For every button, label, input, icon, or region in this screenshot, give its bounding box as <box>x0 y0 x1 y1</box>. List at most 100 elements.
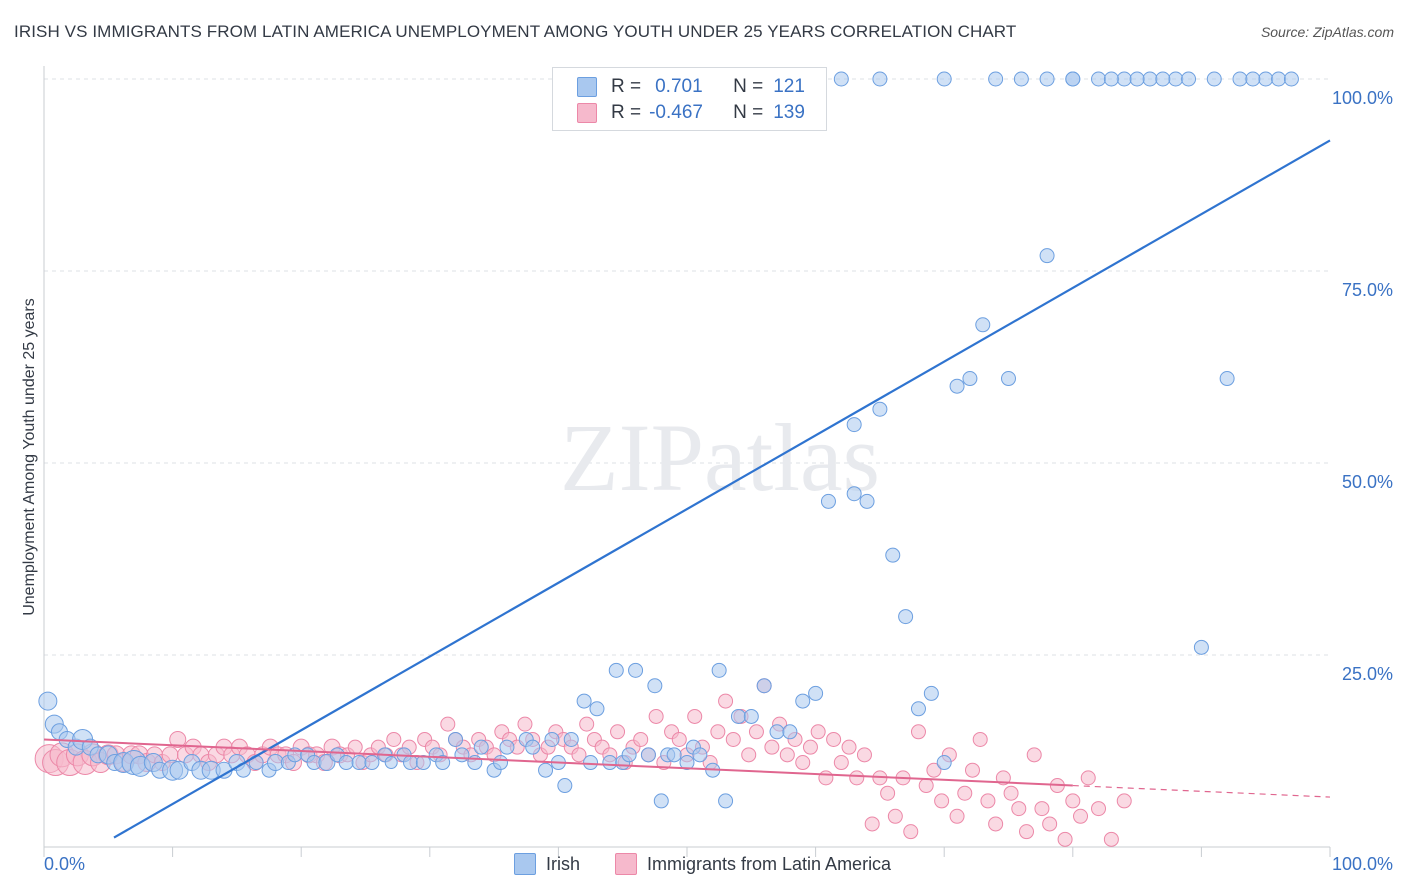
data-point <box>826 731 842 747</box>
data-point <box>1142 71 1158 87</box>
data-point <box>1129 71 1145 87</box>
data-point <box>1245 71 1261 87</box>
data-point <box>864 816 880 832</box>
data-point <box>718 793 734 809</box>
legend-row-latin: R = -0.467 N = 139 <box>577 101 805 125</box>
data-point <box>934 793 950 809</box>
data-point <box>347 739 363 755</box>
data-point <box>880 785 896 801</box>
data-point <box>1206 71 1222 87</box>
data-point <box>859 493 875 509</box>
data-point <box>589 701 605 717</box>
y-axis-label: Unemployment Among Youth under 25 years <box>21 298 38 616</box>
data-point <box>846 486 862 502</box>
data-point <box>972 731 988 747</box>
bottom-latin-label: Immigrants from Latin America <box>647 853 892 874</box>
data-point <box>1219 371 1235 387</box>
correlation-legend: R = 0.701 N = 121 R = -0.467 N = 139 <box>552 67 827 131</box>
data-point <box>743 708 759 724</box>
data-point <box>169 760 189 780</box>
data-point <box>1091 71 1107 87</box>
data-point <box>435 755 451 771</box>
source-label: Source: ZipAtlas.com <box>1260 24 1394 40</box>
bottom-legend-irish: Irish <box>514 851 580 877</box>
data-point <box>833 755 849 771</box>
latin-n-value: 139 <box>773 102 805 123</box>
irish-n-label: N = <box>733 76 764 97</box>
data-point <box>980 793 996 809</box>
data-point <box>579 716 595 732</box>
data-point <box>653 793 669 809</box>
data-point <box>608 662 624 678</box>
watermark: ZIPatlas <box>560 404 880 511</box>
data-point <box>730 708 746 724</box>
data-point <box>1073 808 1089 824</box>
data-point <box>499 739 515 755</box>
irish-n-value: 121 <box>773 76 805 97</box>
data-point <box>517 716 533 732</box>
data-point <box>403 755 419 771</box>
data-point <box>493 755 509 771</box>
data-point <box>887 808 903 824</box>
data-point <box>988 71 1004 87</box>
data-point <box>926 762 942 778</box>
data-point <box>711 662 727 678</box>
data-point <box>741 747 757 763</box>
data-point <box>1013 71 1029 87</box>
data-point <box>610 724 626 740</box>
data-point <box>1258 71 1274 87</box>
data-point <box>748 724 764 740</box>
data-point <box>964 762 980 778</box>
data-point <box>1034 801 1050 817</box>
data-point <box>557 778 573 794</box>
data-point <box>544 731 560 747</box>
data-point <box>1091 801 1107 817</box>
data-point <box>648 708 664 724</box>
data-point <box>1283 71 1299 87</box>
data-point <box>846 417 862 433</box>
trend-lines <box>43 139 1331 839</box>
data-point <box>856 747 872 763</box>
latin-r-value: -0.467 <box>649 102 703 123</box>
data-point <box>1116 71 1132 87</box>
data-point <box>384 756 398 770</box>
x-tick-label: 0.0% <box>44 854 85 874</box>
data-point <box>38 691 58 711</box>
data-point <box>910 724 926 740</box>
grid-lines <box>44 78 1330 656</box>
data-point <box>779 747 795 763</box>
data-point <box>583 755 599 771</box>
data-point <box>903 824 919 840</box>
legend-row-irish: R = 0.701 N = 121 <box>577 75 805 99</box>
data-point <box>692 747 708 763</box>
irish-swatch <box>577 77 597 97</box>
data-point <box>795 755 811 771</box>
data-point <box>818 770 834 786</box>
data-point <box>1168 71 1184 87</box>
data-point <box>628 662 644 678</box>
data-point <box>602 755 618 771</box>
data-point <box>448 731 464 747</box>
data-point <box>1181 71 1197 87</box>
data-point <box>962 371 978 387</box>
data-point <box>1116 793 1132 809</box>
data-point <box>872 71 888 87</box>
bottom-latin-swatch <box>615 853 637 875</box>
latin-trend-extension <box>1072 784 1331 798</box>
data-point <box>1065 71 1081 87</box>
bottom-irish-label: Irish <box>546 853 581 874</box>
data-point <box>710 724 726 740</box>
data-point <box>833 71 849 87</box>
data-point <box>621 747 637 763</box>
data-point <box>936 71 952 87</box>
data-point <box>795 693 811 709</box>
data-point <box>769 724 785 740</box>
data-point <box>872 401 888 417</box>
data-point <box>923 685 939 701</box>
data-point <box>1039 71 1055 87</box>
irish-r-value: 0.701 <box>655 76 703 97</box>
data-point <box>756 678 772 694</box>
axes <box>43 66 1331 857</box>
data-point <box>1193 639 1209 655</box>
